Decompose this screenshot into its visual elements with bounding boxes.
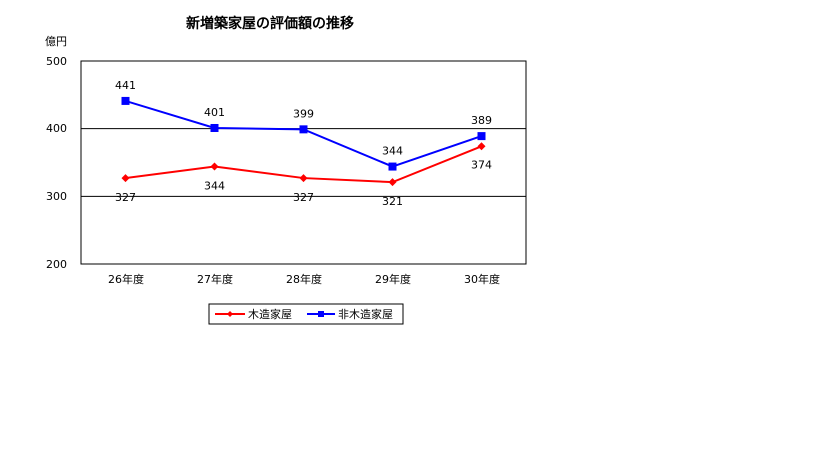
data-label-wood-2: 327 — [293, 191, 314, 204]
data-label-wood-3: 321 — [382, 195, 403, 208]
data-point-wood-0 — [121, 174, 130, 183]
data-label-wood-4: 374 — [471, 158, 492, 171]
data-point-nonwood-3 — [388, 162, 397, 171]
x-tick-label-27: 27年度 — [197, 272, 233, 286]
data-point-wood-4 — [477, 142, 486, 151]
legend-marker-nonwood — [318, 311, 324, 317]
data-label-nonwood-3: 344 — [382, 145, 403, 158]
series-layer: 327 344 327 321 374 441 401 399 344 389 — [115, 79, 492, 208]
y-tick-label-400: 400 — [46, 122, 67, 135]
data-point-wood-3 — [388, 178, 397, 187]
plot-area — [80, 60, 527, 265]
x-tick-label-30: 30年度 — [464, 272, 500, 286]
legend: 木造家屋 非木造家屋 — [208, 303, 404, 325]
data-point-nonwood-1 — [210, 123, 219, 132]
legend-box — [208, 303, 404, 325]
y-axis-unit-label: 億円 — [45, 35, 67, 48]
data-point-nonwood-0 — [121, 96, 130, 105]
data-label-wood-0: 327 — [115, 191, 136, 204]
x-tick-label-28: 28年度 — [286, 272, 322, 286]
x-tick-label-29: 29年度 — [375, 272, 411, 286]
data-label-nonwood-2: 399 — [293, 107, 314, 120]
data-point-nonwood-2 — [299, 125, 308, 134]
data-label-nonwood-1: 401 — [204, 106, 225, 119]
x-tick-label-26: 26年度 — [108, 272, 144, 286]
data-point-nonwood-4 — [477, 132, 486, 141]
legend-marker-wood — [227, 311, 233, 317]
data-point-wood-1 — [210, 162, 219, 171]
data-point-wood-2 — [299, 174, 308, 183]
y-tick-label-300: 300 — [46, 190, 67, 203]
y-tick-label-500: 500 — [46, 55, 67, 68]
data-label-nonwood-0: 441 — [115, 79, 136, 92]
legend-label-wood: 木造家屋 — [248, 307, 292, 321]
legend-label-nonwood: 非木造家屋 — [338, 307, 393, 321]
y-tick-label-200: 200 — [46, 258, 67, 271]
data-label-wood-1: 344 — [204, 180, 225, 193]
data-label-nonwood-4: 389 — [471, 114, 492, 127]
chart-title: 新増築家屋の評価額の推移 — [186, 15, 354, 32]
